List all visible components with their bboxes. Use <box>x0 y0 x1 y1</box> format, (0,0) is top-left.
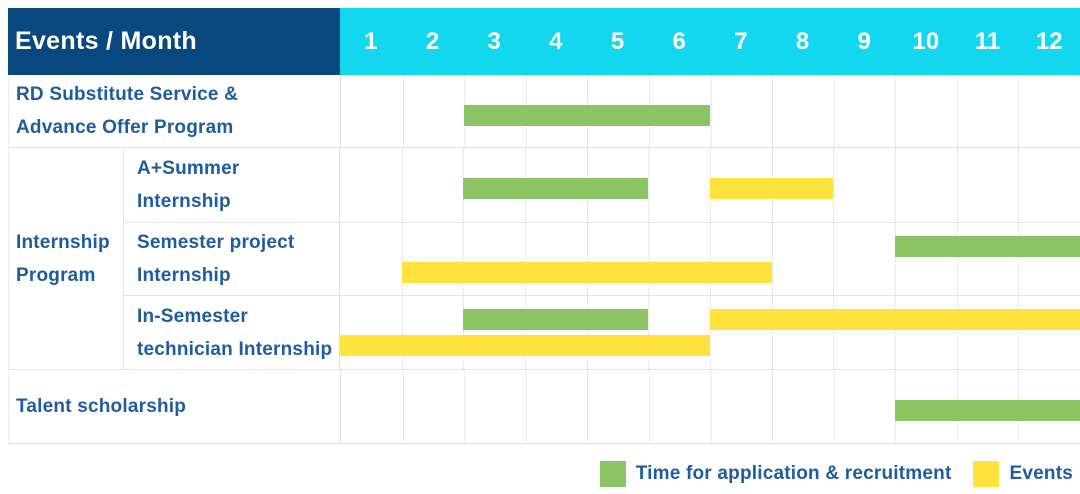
month-gridline <box>833 148 835 222</box>
month-gridline <box>895 148 896 222</box>
row-label: Semester project Internship <box>137 232 295 286</box>
month-grid <box>340 370 1080 443</box>
month-gridline <box>710 75 712 147</box>
month-gridline <box>525 296 526 369</box>
events-by-month-table: Events / Month 1 2 3 4 5 6 7 8 9 10 11 12 RD Substi… <box>8 8 1080 444</box>
legend-label-application: Time for application & recruitment <box>635 463 952 484</box>
month-gridline <box>401 296 403 369</box>
month-gridline <box>710 370 712 443</box>
table-body: RD Substitute Service & Advance Offer Pr… <box>8 75 1080 444</box>
month-gridline <box>833 296 835 369</box>
month-header-cell-4: 4 <box>549 27 563 55</box>
month-gridline <box>833 370 835 443</box>
table-row: RD Substitute Service & Advance Offer Pr… <box>9 75 1080 147</box>
gantt-bar-event <box>340 335 710 356</box>
table-row: Semester project Internship <box>124 222 1080 295</box>
gantt-bar-event <box>710 309 1080 330</box>
month-header-cell-11: 11 <box>974 27 1001 55</box>
month-gridline <box>463 296 465 369</box>
month-gridline <box>648 223 650 295</box>
month-gridline <box>587 370 589 443</box>
application-color-swatch <box>599 461 626 487</box>
month-gridline <box>402 75 404 147</box>
row-label: A+Summer Internship <box>137 158 240 212</box>
gantt-bar-event <box>401 262 772 283</box>
month-gridline <box>895 75 897 147</box>
month-gridline <box>833 223 835 295</box>
month-gridline <box>648 370 650 443</box>
month-header-cell-6: 6 <box>672 27 686 55</box>
month-gridline <box>772 370 774 443</box>
month-gridline <box>771 223 773 295</box>
row-label: In-Semester technician Internship <box>137 305 333 360</box>
month-gridline <box>401 148 403 222</box>
legend-label-events: Events <box>1009 463 1073 484</box>
month-gridline <box>586 223 588 295</box>
gantt-bar-application <box>464 105 711 126</box>
month-gridline <box>833 75 835 147</box>
month-gridline <box>956 223 958 295</box>
gantt-bar-application <box>895 236 1080 257</box>
month-gridline <box>648 148 650 222</box>
group-label: Internship Program <box>9 148 124 369</box>
table-header-row: Events / Month 1 2 3 4 5 6 7 8 9 10 11 12 <box>8 8 1080 75</box>
month-gridline <box>464 370 466 443</box>
events-month-header-cell: Events / Month <box>8 8 340 75</box>
legend-item-application: Time for application & recruitment <box>599 461 952 487</box>
month-gridline <box>710 296 711 369</box>
table-row: In-Semester technician Internship <box>124 295 1080 369</box>
table-row: A+Summer Internship <box>124 148 1080 222</box>
month-gridline <box>895 296 896 369</box>
month-header-cell-9: 9 <box>857 27 871 55</box>
month-header-cell-1: 1 <box>364 27 378 55</box>
month-gridline <box>402 370 404 443</box>
month-gridline <box>401 223 403 295</box>
row-label: Talent scholarship <box>16 396 187 417</box>
month-gridline <box>772 75 774 147</box>
month-gridline <box>956 75 958 147</box>
month-grid <box>339 296 1080 369</box>
month-grid <box>339 148 1080 222</box>
month-gridline <box>1018 223 1020 295</box>
month-gridline <box>648 296 650 369</box>
group-subrows: A+Summer Internship Semester project Inte… <box>124 148 1080 369</box>
month-header-cell-2: 2 <box>425 27 440 55</box>
month-header-cell-12: 12 <box>1035 27 1063 55</box>
month-gridline <box>710 223 711 295</box>
month-gridline <box>895 223 896 295</box>
month-grid <box>339 223 1080 295</box>
row-label: RD Substitute Service & Advance Offer Pr… <box>16 84 239 138</box>
legend-item-events: Events <box>973 461 1073 487</box>
month-header-cell-8: 8 <box>795 27 810 55</box>
month-gridline <box>586 296 588 369</box>
month-gridline <box>1018 75 1020 147</box>
month-header-cell-5: 5 <box>610 27 625 55</box>
month-gridline <box>956 148 958 222</box>
gantt-bar-application <box>895 400 1080 421</box>
month-grid <box>340 75 1080 147</box>
gantt-bar-application <box>463 309 649 330</box>
group-section: Internship Program A+Summer Internship Sem… <box>9 147 1080 369</box>
gantt-bar-application <box>463 178 649 199</box>
month-header-row: 1 2 3 4 5 6 7 8 9 10 11 12 <box>340 8 1080 75</box>
month-header-cell-3: 3 <box>487 27 501 55</box>
month-gridline <box>463 223 465 295</box>
legend: Time for application & recruitment Event… <box>599 458 1073 490</box>
month-gridline <box>525 370 527 443</box>
month-header-cell-7: 7 <box>734 27 748 55</box>
month-gridline <box>1018 148 1020 222</box>
month-gridline <box>525 223 526 295</box>
month-header-cell-10: 10 <box>912 27 940 55</box>
events-color-swatch <box>973 461 1000 487</box>
table-row: Talent scholarship <box>9 369 1080 443</box>
gantt-bar-event <box>710 178 834 199</box>
month-gridline <box>1018 296 1020 369</box>
month-gridline <box>771 296 773 369</box>
month-gridline <box>956 296 958 369</box>
